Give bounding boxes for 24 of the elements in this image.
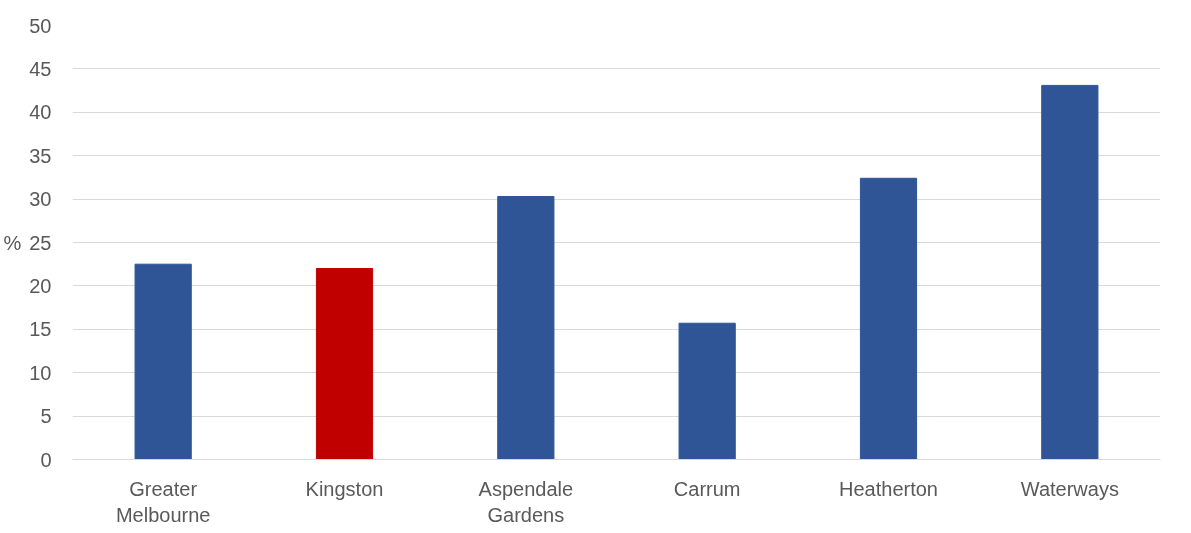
y-tick-label: 35 [29,144,52,167]
y-tick-label: 45 [29,57,52,80]
y-tick-label: 30 [29,188,52,211]
bar [134,263,192,460]
y-tick-label: 40 [29,101,52,124]
x-tick-label: Waterways [1020,477,1119,500]
y-axis-title: % [3,231,22,254]
y-tick-label: 20 [29,274,52,297]
x-tick-label: Kingston [305,477,384,500]
y-tick-label: 0 [40,448,52,471]
bar [315,268,374,460]
bar [859,177,918,460]
x-tick-label: Heatherton [839,477,938,500]
x-tick-label: Carrum [673,477,741,500]
bar [678,322,736,460]
y-tick-label: 15 [29,318,52,341]
bar [1041,84,1099,460]
x-tick-label: Greater Melbourne [115,477,211,526]
y-tick-label: 50 [29,14,52,37]
y-tick-label: 5 [40,405,52,428]
bar [497,196,555,460]
x-tick-label: Aspendale Gardens [478,477,574,526]
y-tick-label: 25 [29,231,52,254]
y-tick-label: 10 [29,361,52,384]
